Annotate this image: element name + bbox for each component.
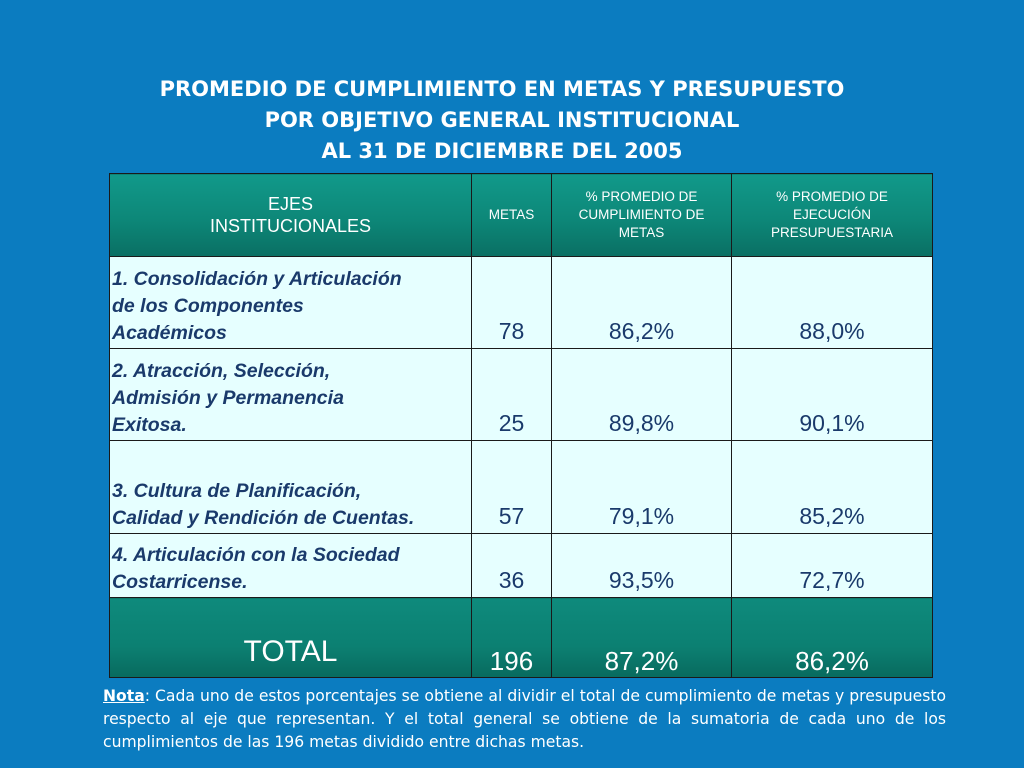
metas-cell: 25: [471, 348, 552, 441]
ejecucion-cell: 85,2%: [731, 440, 933, 534]
header-ejecucion-line2: EJECUCIÓN: [792, 207, 871, 222]
header-cumplimiento-line3: METAS: [618, 225, 665, 240]
header-cumplimiento-line1: % PROMEDIO DE: [585, 189, 698, 204]
eje-line: Académicos: [112, 322, 227, 344]
note-label: Nota: [103, 687, 145, 705]
header-cumplimiento: % PROMEDIO DE CUMPLIMIENTO DE METAS: [551, 173, 732, 257]
cumplimiento-cell: 93,5%: [551, 533, 732, 598]
note-text: : Cada uno de estos porcentajes se obtie…: [103, 687, 946, 751]
eje-cell: 4. Articulación con la Sociedad Costarri…: [109, 533, 472, 598]
table-row: 2. Atracción, Selección, Admisión y Perm…: [109, 348, 933, 441]
header-ejecucion-line1: % PROMEDIO DE: [776, 189, 888, 204]
eje-line: de los Componentes: [112, 295, 304, 317]
total-ejecucion: 86,2%: [731, 597, 933, 678]
header-metas: METAS: [471, 173, 552, 257]
header-ejes: EJES INSTITUCIONALES: [109, 173, 472, 257]
total-row: TOTAL 196 87,2% 86,2%: [109, 597, 933, 678]
table-row: 3. Cultura de Planificación, Calidad y R…: [109, 440, 933, 534]
total-label: TOTAL: [109, 597, 472, 678]
metas-cell: 36: [471, 533, 552, 598]
eje-line: 2. Atracción, Selección,: [112, 360, 331, 382]
eje-line: 1. Consolidación y Articulación: [112, 268, 402, 290]
header-cumplimiento-line2: CUMPLIMIENTO DE: [578, 207, 705, 222]
header-ejecucion-line3: PRESUPUESTARIA: [770, 225, 894, 240]
total-metas: 196: [471, 597, 552, 678]
eje-line: 4. Articulación con la Sociedad: [112, 544, 400, 566]
table-header-row: EJES INSTITUCIONALES METAS % PROMEDIO DE…: [109, 173, 933, 257]
title-line-2: POR OBJETIVO GENERAL INSTITUCIONAL: [264, 108, 740, 132]
eje-line: Costarricense.: [112, 571, 248, 593]
cumplimiento-cell: 89,8%: [551, 348, 732, 441]
eje-cell: 2. Atracción, Selección, Admisión y Perm…: [109, 348, 472, 441]
table-row: 4. Articulación con la Sociedad Costarri…: [109, 533, 933, 598]
results-table: EJES INSTITUCIONALES METAS % PROMEDIO DE…: [109, 173, 933, 678]
metas-cell: 57: [471, 440, 552, 534]
eje-line: Calidad y Rendición de Cuentas.: [112, 507, 415, 529]
header-ejes-line1: EJES: [267, 194, 314, 214]
ejecucion-cell: 72,7%: [731, 533, 933, 598]
ejecucion-cell: 88,0%: [731, 256, 933, 349]
title-line-1: PROMEDIO DE CUMPLIMIENTO EN METAS Y PRES…: [159, 77, 845, 101]
eje-line: Admisión y Permanencia: [112, 387, 344, 409]
eje-cell: 3. Cultura de Planificación, Calidad y R…: [109, 440, 472, 534]
title-line-3: AL 31 DE DICIEMBRE DEL 2005: [321, 139, 683, 163]
footnote: Nota: Cada uno de estos porcentajes se o…: [103, 685, 946, 754]
table-row: 1. Consolidación y Articulación de los C…: [109, 256, 933, 349]
report-title: PROMEDIO DE CUMPLIMIENTO EN METAS Y PRES…: [0, 74, 1004, 167]
cumplimiento-cell: 86,2%: [551, 256, 732, 349]
total-cumplimiento: 87,2%: [551, 597, 732, 678]
ejecucion-cell: 90,1%: [731, 348, 933, 441]
metas-cell: 78: [471, 256, 552, 349]
header-ejes-line2: INSTITUCIONALES: [209, 216, 372, 236]
eje-line: 3. Cultura de Planificación,: [112, 480, 362, 502]
cumplimiento-cell: 79,1%: [551, 440, 732, 534]
eje-cell: 1. Consolidación y Articulación de los C…: [109, 256, 472, 349]
header-ejecucion: % PROMEDIO DE EJECUCIÓN PRESUPUESTARIA: [731, 173, 933, 257]
eje-line: Exitosa.: [112, 414, 187, 436]
